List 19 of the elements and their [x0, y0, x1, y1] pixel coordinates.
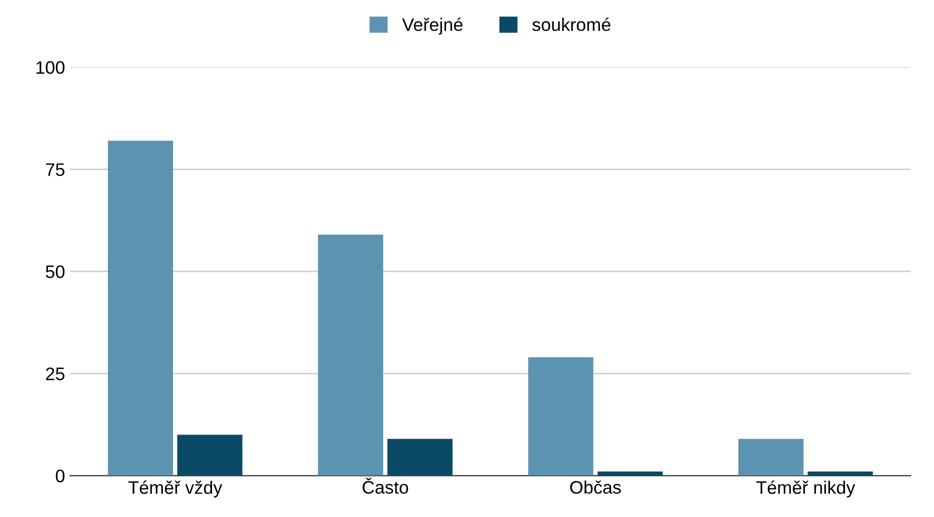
y-tick-label: 50: [46, 265, 64, 278]
y-tick-label: 100: [36, 61, 64, 74]
bar: [528, 357, 594, 476]
x-tick-label: Téměř vždy: [128, 480, 222, 498]
bar: [387, 438, 453, 476]
bar: [177, 434, 242, 476]
x-tick-label: Často: [362, 478, 408, 494]
legend-label: Veřejné: [402, 18, 462, 35]
bar: [598, 472, 663, 476]
y-tick-label: 75: [46, 163, 64, 176]
x-tick-label: Občas: [570, 480, 621, 494]
y-tick-label: 25: [46, 367, 64, 380]
x-tick-label: Téměř nikdy: [756, 480, 856, 498]
y-tick-label: 0: [56, 470, 64, 482]
bar: [808, 472, 873, 476]
bar: [738, 438, 804, 476]
bar: [108, 140, 174, 476]
legend-label: soukromé: [532, 18, 610, 32]
bar: [318, 234, 384, 476]
